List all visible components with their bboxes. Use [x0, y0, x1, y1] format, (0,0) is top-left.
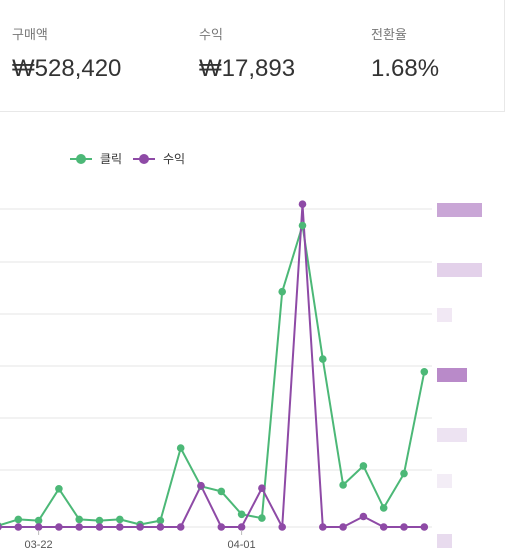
legend-label: 수익 — [163, 152, 185, 166]
data-point — [278, 287, 287, 296]
legend-label: 클릭 — [100, 152, 122, 166]
data-point — [359, 462, 368, 470]
data-point — [55, 523, 63, 531]
data-point — [420, 523, 429, 531]
right-axis-tick-placeholder — [437, 368, 467, 382]
right-axis-tick-placeholder — [437, 534, 452, 548]
data-point — [258, 484, 266, 493]
right-axis-tick-placeholder — [437, 203, 482, 217]
stat-value: ₩528,420 — [12, 55, 122, 82]
stat-value: ₩17,893 — [199, 55, 296, 82]
data-point — [116, 523, 124, 531]
data-point — [116, 515, 124, 524]
data-point — [34, 516, 43, 525]
data-point — [339, 523, 347, 531]
data-point — [319, 355, 327, 363]
x-tick-label: 03-22 — [25, 539, 53, 551]
data-point — [258, 514, 266, 522]
data-point — [237, 510, 246, 519]
series-line — [0, 224, 426, 527]
data-point — [217, 487, 226, 496]
stat-label: 구매액 — [12, 28, 48, 43]
data-point — [359, 512, 368, 521]
right-axis-tick-placeholder — [437, 263, 482, 277]
data-point — [14, 523, 23, 531]
data-point — [156, 523, 165, 531]
data-point — [176, 444, 185, 452]
stat-value: 1.68% — [371, 55, 440, 82]
right-axis-tick-placeholder — [437, 428, 467, 442]
data-point — [379, 523, 388, 531]
data-point — [420, 368, 429, 376]
data-point — [95, 523, 104, 531]
data-point — [400, 523, 408, 531]
data-point — [0, 523, 2, 531]
line-chart: 클릭 수익 03-22 04-01 — [0, 152, 482, 551]
right-axis-tick-placeholder — [437, 308, 452, 322]
data-point — [339, 481, 347, 489]
data-point — [75, 515, 83, 524]
right-axis-tick-placeholder — [437, 474, 452, 488]
data-point — [176, 523, 185, 531]
chart-panel: 클릭 수익 03-22 04-01 — [0, 112, 505, 557]
data-point — [34, 523, 43, 531]
data-point — [298, 221, 307, 230]
data-point — [75, 523, 83, 531]
data-point — [197, 481, 205, 490]
data-point — [95, 516, 104, 525]
legend-marker — [139, 154, 149, 164]
stats-panel: 구매액 ₩528,420 수익 ₩17,893 전환율 1.68% — [0, 0, 505, 112]
data-point — [278, 523, 287, 531]
data-point — [237, 523, 246, 531]
stat-label: 전환율 — [371, 28, 407, 43]
data-point — [379, 504, 388, 512]
data-point — [136, 523, 144, 531]
data-point — [298, 200, 307, 208]
legend-marker — [76, 154, 86, 164]
series-line — [0, 203, 425, 528]
data-point — [156, 516, 165, 525]
stat-label: 수익 — [199, 28, 223, 43]
data-point — [55, 485, 63, 493]
data-point — [400, 469, 408, 478]
data-point — [319, 523, 327, 531]
data-point — [14, 515, 23, 524]
data-point — [217, 523, 226, 531]
x-tick-label: 04-01 — [228, 539, 256, 551]
